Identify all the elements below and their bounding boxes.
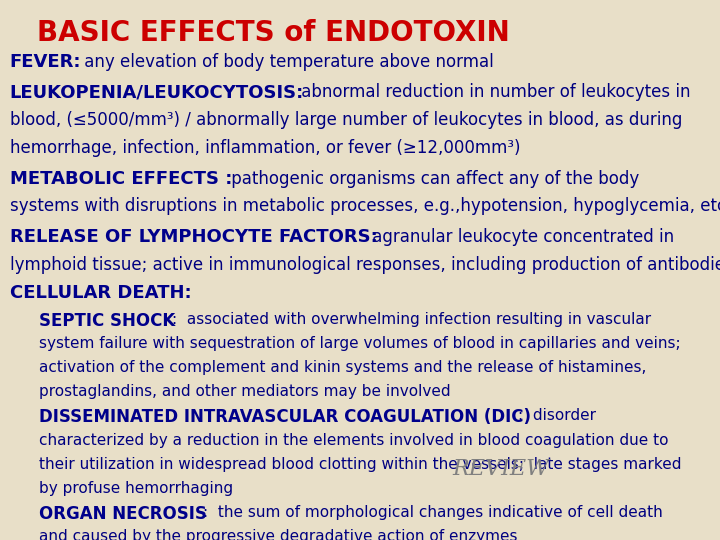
Text: FEVER:: FEVER: [9, 53, 81, 71]
Text: REVIEW: REVIEW [453, 457, 549, 480]
Text: hemorrhage, infection, inflammation, or fever (≥12,000mm³): hemorrhage, infection, inflammation, or … [9, 139, 520, 157]
Text: activation of the complement and kinin systems and the release of histamines,: activation of the complement and kinin s… [40, 360, 647, 375]
Text: lymphoid tissue; active in immunological responses, including production of anti: lymphoid tissue; active in immunological… [9, 256, 720, 274]
Text: LEUKOPENIA/LEUKOCYTOSIS:: LEUKOPENIA/LEUKOCYTOSIS: [9, 83, 304, 102]
Text: :  associated with overwhelming infection resulting in vascular: : associated with overwhelming infection… [172, 312, 651, 327]
Text: prostaglandins, and other mediators may be involved: prostaglandins, and other mediators may … [40, 384, 451, 399]
Text: abnormal reduction in number of leukocytes in: abnormal reduction in number of leukocyt… [296, 83, 690, 102]
Text: agranular leukocyte concentrated in: agranular leukocyte concentrated in [367, 228, 675, 246]
Text: and caused by the progressive degradative action of enzymes: and caused by the progressive degradativ… [40, 529, 518, 540]
Text: CELLULAR DEATH:: CELLULAR DEATH: [9, 284, 192, 302]
Text: systems with disruptions in metabolic processes, e.g.,hypotension, hypoglycemia,: systems with disruptions in metabolic pr… [9, 198, 720, 215]
Text: DISSEMINATED INTRAVASCULAR COAGULATION (DIC): DISSEMINATED INTRAVASCULAR COAGULATION (… [40, 408, 531, 427]
Text: :  disorder: : disorder [518, 408, 596, 423]
Text: ORGAN NECROSIS: ORGAN NECROSIS [40, 505, 207, 523]
Text: characterized by a reduction in the elements involved in blood coagulation due t: characterized by a reduction in the elem… [40, 433, 669, 448]
Text: any elevation of body temperature above normal: any elevation of body temperature above … [79, 53, 494, 71]
Text: their utilization in widespread blood clotting within the vessels;  late stages : their utilization in widespread blood cl… [40, 457, 682, 472]
Text: BASIC EFFECTS of ENDOTOXIN: BASIC EFFECTS of ENDOTOXIN [37, 18, 509, 46]
Text: pathogenic organisms can affect any of the body: pathogenic organisms can affect any of t… [226, 170, 639, 187]
Text: system failure with sequestration of large volumes of blood in capillaries and v: system failure with sequestration of lar… [40, 336, 681, 351]
Text: :  the sum of morphological changes indicative of cell death: : the sum of morphological changes indic… [203, 505, 662, 520]
Text: RELEASE OF LYMPHOCYTE FACTORS:: RELEASE OF LYMPHOCYTE FACTORS: [9, 228, 377, 246]
Text: SEPTIC SHOCK: SEPTIC SHOCK [40, 312, 176, 329]
Text: blood, (≤5000/mm³) / abnormally large number of leukocytes in blood, as during: blood, (≤5000/mm³) / abnormally large nu… [9, 111, 682, 129]
Text: METABOLIC EFFECTS :: METABOLIC EFFECTS : [9, 170, 232, 187]
Text: by profuse hemorrhaging: by profuse hemorrhaging [40, 481, 233, 496]
